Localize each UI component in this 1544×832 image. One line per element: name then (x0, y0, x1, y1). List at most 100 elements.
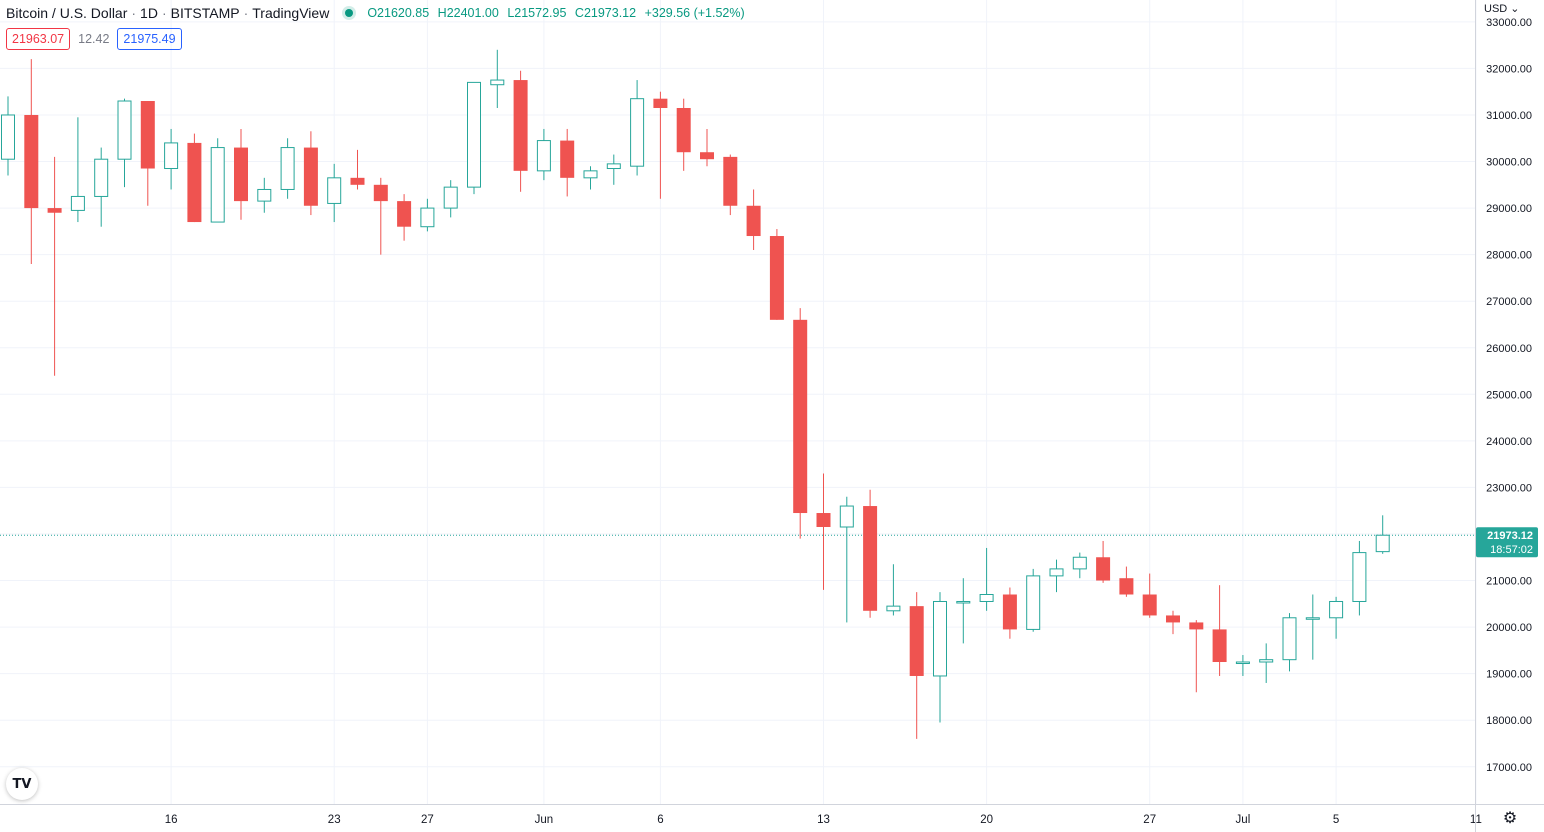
y-tick-label: 32000.00 (1486, 63, 1532, 75)
candle[interactable] (1259, 643, 1274, 683)
candle[interactable] (653, 91, 668, 199)
candle[interactable] (536, 128, 551, 181)
candle[interactable] (1166, 610, 1180, 635)
candle[interactable] (1305, 594, 1320, 660)
candle-body (606, 163, 621, 170)
candle[interactable] (1375, 515, 1390, 554)
candle-body (886, 605, 901, 612)
candle-body (373, 184, 388, 202)
candle[interactable] (234, 128, 248, 220)
candle[interactable] (560, 128, 575, 197)
candle[interactable] (769, 229, 784, 320)
candle[interactable] (1142, 573, 1157, 618)
candle[interactable] (909, 592, 924, 739)
candle-body (397, 201, 412, 227)
candle[interactable] (1072, 552, 1087, 579)
candle[interactable] (1119, 566, 1134, 597)
candle[interactable] (373, 177, 388, 255)
candle[interactable] (467, 81, 481, 195)
candle[interactable] (490, 49, 505, 108)
candle-body (1119, 578, 1134, 595)
interval-label[interactable]: 1D (140, 5, 158, 21)
candle[interactable] (793, 308, 808, 539)
candle[interactable] (94, 147, 109, 227)
candle-body (653, 98, 668, 108)
legend-separator: · (243, 5, 249, 21)
candle[interactable] (1352, 540, 1367, 616)
candle[interactable] (1189, 620, 1204, 693)
candle[interactable] (70, 117, 85, 223)
candle[interactable] (933, 592, 947, 723)
symbol-name[interactable]: Bitcoin / U.S. Dollar (6, 5, 128, 21)
candle[interactable] (350, 149, 365, 190)
candle[interactable] (397, 194, 412, 241)
low-label: L (507, 6, 515, 20)
candle[interactable] (280, 138, 295, 199)
low-value: 21572.95 (514, 6, 567, 20)
y-tick-label: 25000.00 (1486, 389, 1532, 401)
currency-selector[interactable]: USD ⌄ (1484, 2, 1520, 15)
candle-body (956, 600, 971, 604)
candle[interactable] (630, 80, 645, 176)
candle[interactable] (303, 131, 318, 216)
chevron-down-icon: ⌄ (1510, 3, 1520, 15)
candle-body (1375, 534, 1390, 553)
candle[interactable] (979, 547, 994, 611)
buy-price-button[interactable]: 21975.49 (117, 28, 182, 50)
candle[interactable] (1002, 587, 1017, 639)
candle[interactable] (1026, 568, 1041, 632)
open-label: O (367, 6, 378, 20)
candle[interactable] (746, 189, 761, 250)
candle[interactable] (606, 154, 621, 185)
candle[interactable] (327, 163, 342, 223)
candle[interactable] (164, 128, 179, 190)
candle[interactable] (1096, 540, 1111, 583)
candle[interactable] (700, 128, 714, 167)
candle[interactable] (676, 98, 691, 171)
y-tick-label: 30000.00 (1486, 157, 1532, 169)
spread-value: 12.42 (78, 32, 110, 46)
candle[interactable] (47, 156, 62, 376)
candle-body (816, 513, 831, 527)
candle[interactable] (140, 101, 155, 206)
bid-ask-row: 21963.07 12.42 21975.49 (6, 28, 182, 50)
tradingview-logo-icon[interactable]: TV (6, 768, 38, 800)
candle[interactable] (839, 496, 854, 623)
candle[interactable] (24, 59, 39, 264)
exchange-label: BITSTAMP (170, 5, 240, 21)
candle[interactable] (513, 70, 528, 192)
candle-body (327, 177, 342, 204)
candle[interactable] (1212, 585, 1227, 676)
candle[interactable] (187, 133, 202, 223)
candle[interactable] (420, 198, 435, 232)
candle[interactable] (1049, 559, 1064, 593)
candle[interactable] (816, 473, 831, 590)
candle-body (164, 142, 179, 170)
candle[interactable] (210, 138, 225, 223)
sell-price-button[interactable]: 21963.07 (6, 28, 71, 50)
candle[interactable] (886, 564, 901, 616)
candle[interactable] (1, 96, 15, 176)
candle-body (1282, 617, 1297, 661)
candle[interactable] (723, 154, 738, 216)
candle[interactable] (1282, 613, 1297, 672)
currency-label: USD (1484, 3, 1508, 15)
ohlc-values: O21620.85 H22401.00 L21572.95 C21973.12 … (367, 6, 749, 20)
candle[interactable] (1235, 655, 1250, 676)
candle[interactable] (117, 98, 132, 188)
last-price-label: 21973.12 18:57:02 (1476, 527, 1538, 558)
candle-body (1166, 615, 1180, 623)
candle[interactable] (257, 177, 272, 213)
candle[interactable] (863, 489, 878, 618)
candle[interactable] (956, 578, 971, 644)
candle[interactable] (443, 180, 458, 218)
candle-body (467, 81, 481, 188)
gear-glyph: ⚙ (1502, 810, 1518, 827)
candle-body (70, 195, 85, 211)
candle[interactable] (1329, 596, 1344, 639)
candle[interactable] (583, 166, 598, 190)
candles-layer[interactable] (1, 49, 1390, 739)
gear-icon[interactable]: ⚙ (1500, 808, 1520, 828)
